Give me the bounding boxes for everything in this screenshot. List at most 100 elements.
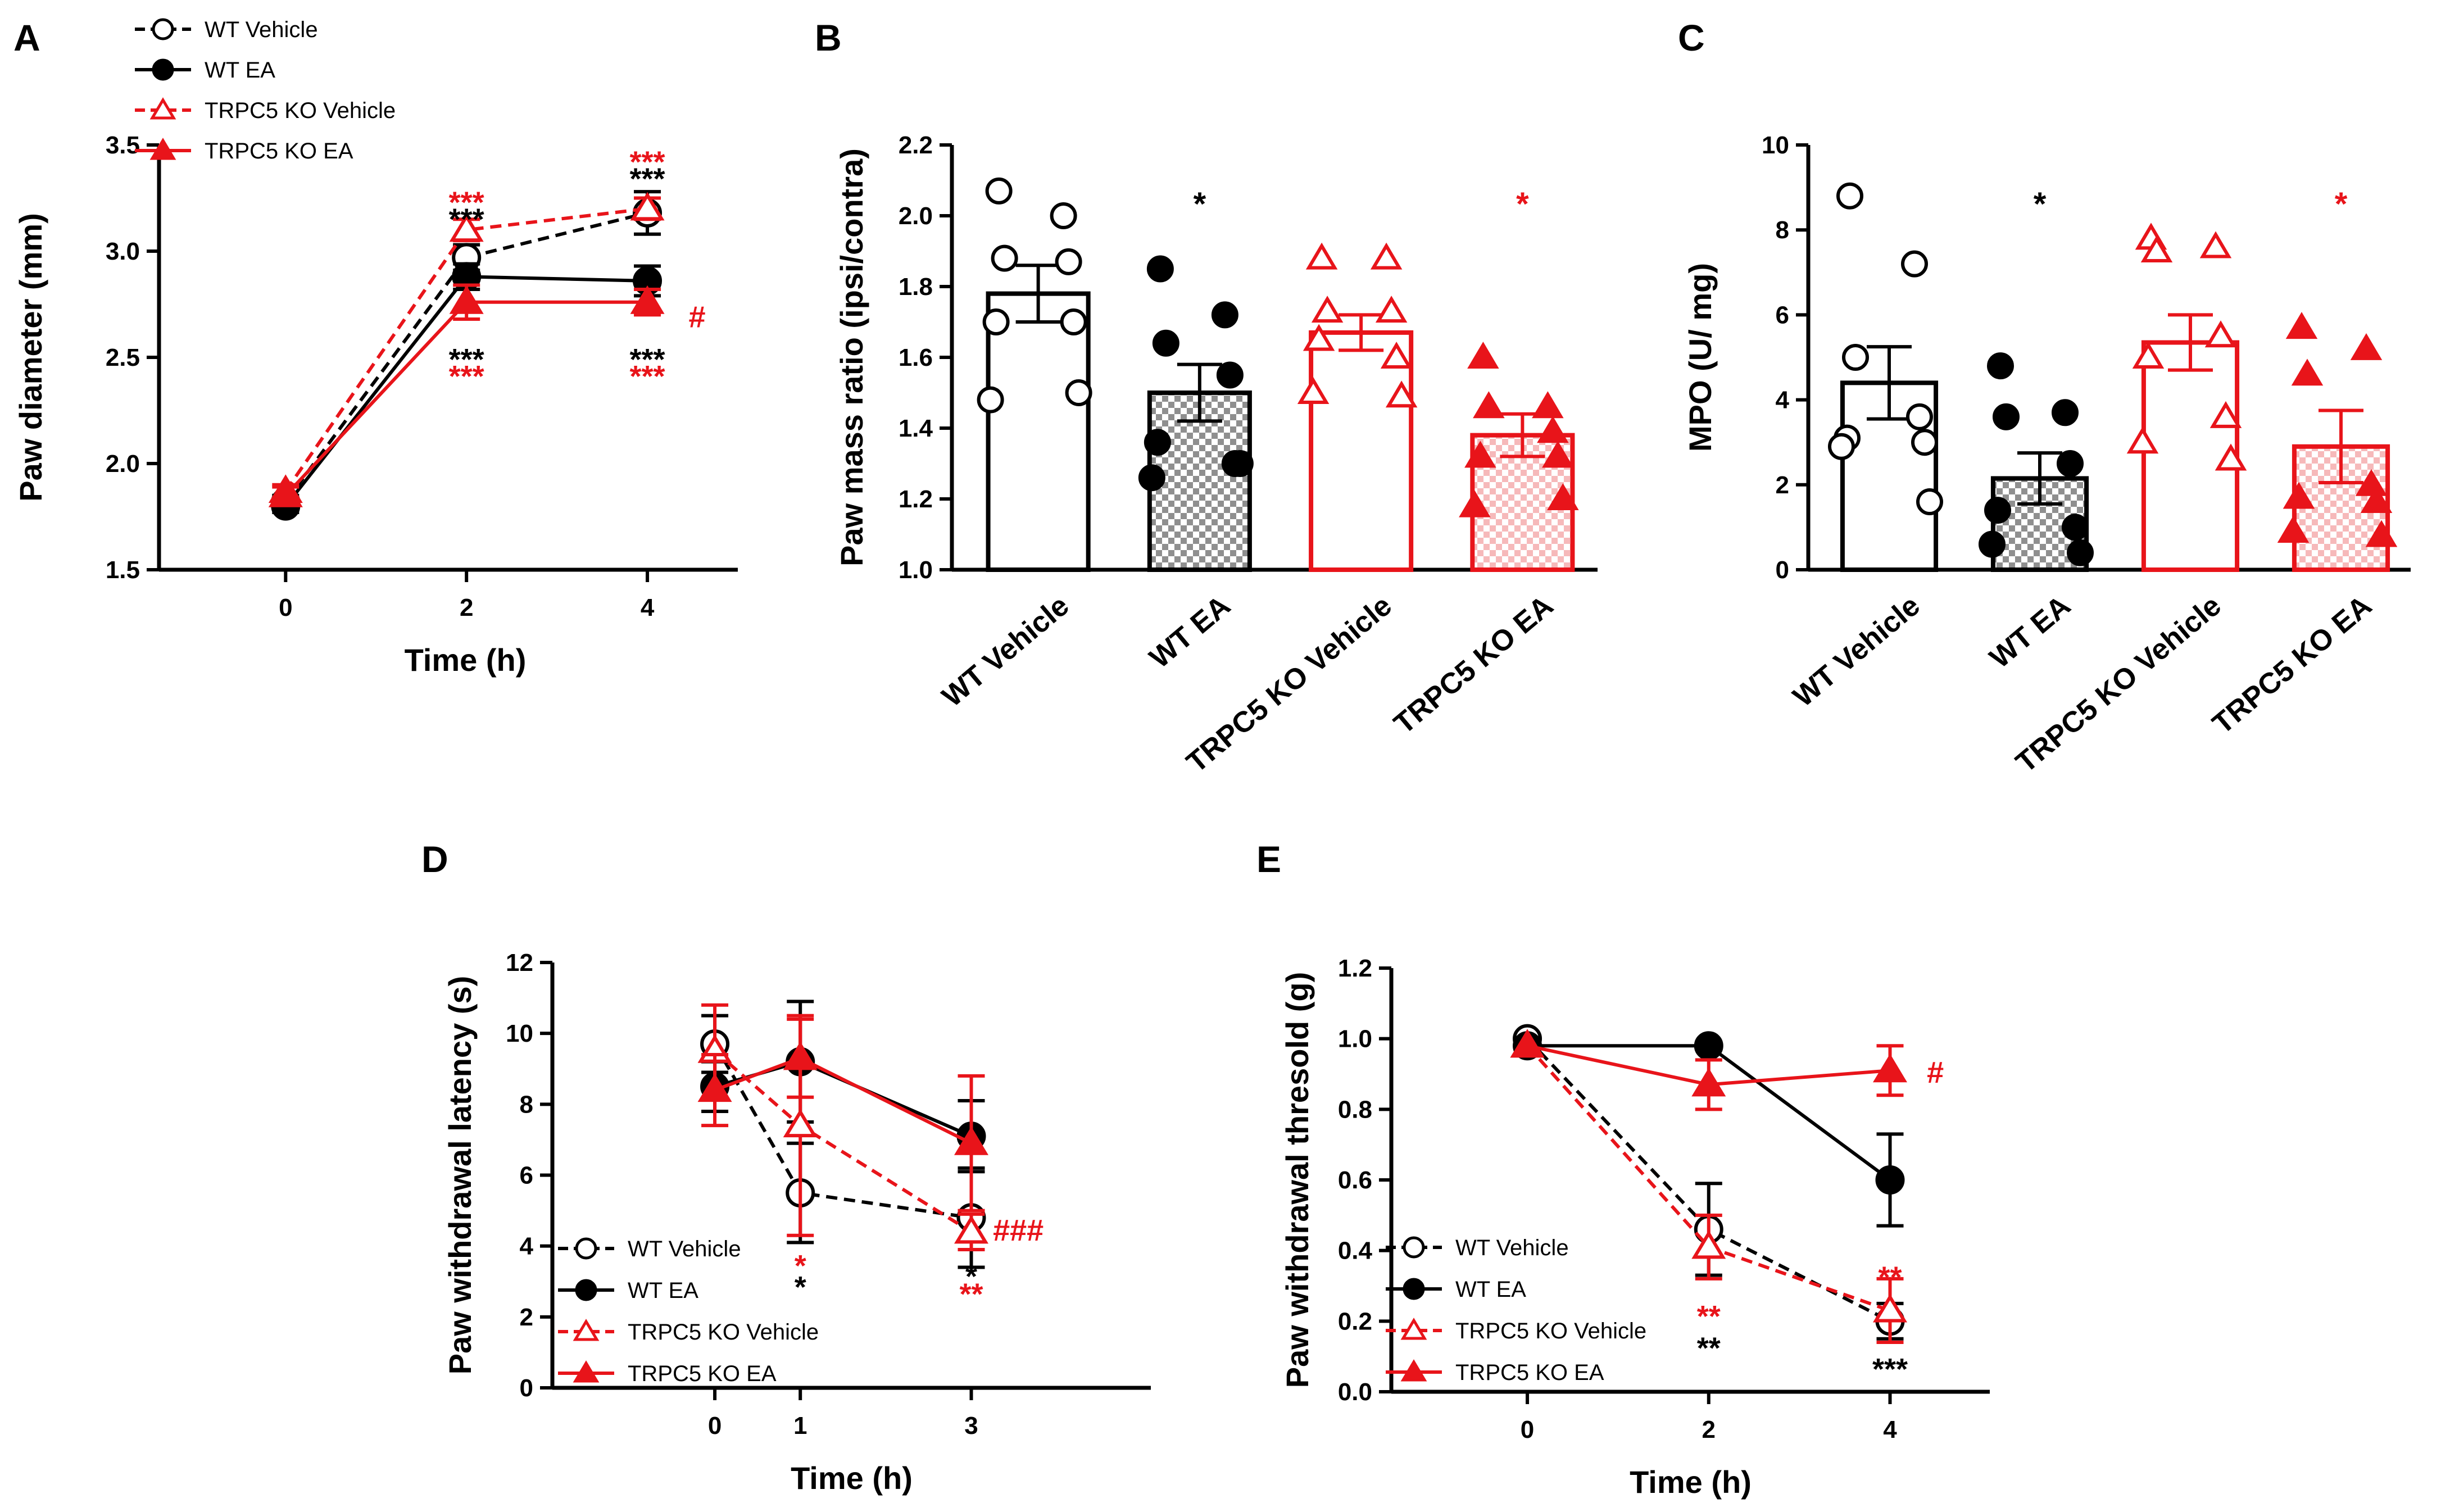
data-point bbox=[697, 1073, 732, 1102]
significance-mark: *** bbox=[630, 162, 665, 196]
data-point bbox=[1375, 296, 1408, 323]
significance-mark: ** bbox=[1697, 1300, 1721, 1333]
data-point bbox=[1146, 255, 1174, 283]
data-point bbox=[1901, 250, 1928, 278]
bar-group-wt-vehicle: WT Vehicle bbox=[936, 177, 1092, 714]
legend-marker bbox=[1403, 1236, 1425, 1259]
significance-mark: *** bbox=[630, 343, 665, 376]
data-point bbox=[268, 478, 303, 507]
y-tick-label: 1.5 bbox=[106, 556, 140, 584]
legend-marker bbox=[152, 58, 174, 81]
data-point bbox=[977, 386, 1004, 414]
y-tick-label: 8 bbox=[520, 1091, 533, 1118]
y-tick-label: 2.5 bbox=[106, 344, 140, 371]
panel-label: B bbox=[815, 17, 842, 58]
legend-marker bbox=[149, 97, 176, 120]
legend-marker bbox=[1400, 1359, 1427, 1382]
y-tick-label: 3.0 bbox=[106, 238, 140, 265]
data-point bbox=[1873, 1293, 1907, 1323]
significance-mark: *** bbox=[449, 185, 484, 219]
data-point bbox=[2052, 399, 2079, 426]
y-tick-label: 2.0 bbox=[106, 450, 140, 478]
data-point bbox=[985, 177, 1013, 205]
data-point bbox=[2215, 443, 2247, 471]
significance-mark: ** bbox=[1697, 1331, 1721, 1365]
data-point bbox=[1055, 248, 1082, 275]
x-tick-label: 3 bbox=[964, 1412, 978, 1440]
series-line bbox=[284, 300, 648, 497]
data-point bbox=[1305, 242, 1338, 270]
data-point bbox=[1694, 1031, 1723, 1061]
x-tick-label: 1 bbox=[793, 1412, 807, 1440]
significance-mark: *** bbox=[449, 203, 484, 237]
data-point bbox=[2277, 516, 2310, 543]
data-point bbox=[2057, 450, 2084, 477]
data-point bbox=[449, 213, 484, 242]
y-tick-label: 0 bbox=[520, 1374, 533, 1402]
legend-marker bbox=[149, 138, 176, 160]
significance-mark: *** bbox=[630, 145, 665, 179]
y-tick-label: 2.2 bbox=[899, 131, 933, 159]
significance-mark: ** bbox=[959, 1278, 983, 1311]
data-point bbox=[1297, 377, 1330, 404]
x-tick-label: 4 bbox=[1883, 1416, 1897, 1443]
category-label: WT Vehicle bbox=[936, 589, 1076, 714]
data-point bbox=[2365, 520, 2398, 547]
y-tick-label: 0.2 bbox=[1338, 1307, 1372, 1335]
y-tick-label: 1.0 bbox=[899, 556, 933, 584]
data-point bbox=[991, 244, 1018, 272]
data-point bbox=[1542, 441, 1574, 468]
data-point bbox=[1979, 530, 2006, 558]
y-tick-label: 1.4 bbox=[899, 415, 933, 442]
y-axis-title: Paw diameter (mm) bbox=[13, 213, 48, 502]
data-point bbox=[2291, 358, 2324, 386]
chart-D: 0 2 4 6 8 10 12 D Paw withdrawal latency (s) 0 1 3 T… bbox=[421, 838, 1151, 1496]
y-tick-label: 1.2 bbox=[1338, 955, 1372, 982]
legend-marker bbox=[573, 1360, 600, 1383]
y-tick-label: 1.8 bbox=[899, 273, 933, 301]
legend: WT Vehicle WT EA TRPC5 KO Vehicle TRPC5 KO … bbox=[558, 1237, 819, 1386]
significance-mark: *** bbox=[1872, 1352, 1908, 1386]
data-point bbox=[1138, 464, 1165, 492]
y-tick-label: 1.2 bbox=[899, 485, 933, 513]
panel-label: D bbox=[421, 838, 448, 880]
data-point bbox=[1547, 483, 1579, 510]
data-point bbox=[1050, 202, 1077, 229]
data-point bbox=[1987, 352, 2014, 380]
data-point bbox=[1537, 416, 1569, 443]
significance-mark: # bbox=[689, 300, 706, 334]
significance-mark: * bbox=[2034, 186, 2047, 223]
data-point bbox=[982, 308, 1010, 335]
chart-C: 0 2 4 6 8 10 C MPO (U/ mg) WT Vehicle * WT EA TRPC5… bbox=[1678, 17, 2411, 779]
data-point bbox=[1060, 308, 1087, 335]
data-point bbox=[2132, 342, 2165, 369]
legend-label: WT EA bbox=[1455, 1277, 1526, 1302]
data-point bbox=[1828, 433, 1855, 460]
bar bbox=[2141, 340, 2240, 572]
x-tick-label: 0 bbox=[1521, 1416, 1534, 1443]
legend-label: WT Vehicle bbox=[205, 17, 318, 42]
x-tick-label: 2 bbox=[1702, 1416, 1716, 1443]
significance-mark: * bbox=[1194, 186, 1206, 223]
y-tick-label: 2.0 bbox=[899, 202, 933, 230]
legend-label: TRPC5 KO EA bbox=[1455, 1360, 1604, 1385]
significance-mark: *** bbox=[449, 360, 484, 393]
legend-marker bbox=[575, 1279, 597, 1301]
data-point bbox=[1906, 403, 1933, 430]
data-point bbox=[2283, 482, 2315, 509]
data-point bbox=[783, 1041, 818, 1070]
data-point bbox=[1385, 380, 1418, 408]
y-tick-label: 2 bbox=[520, 1304, 533, 1331]
series-line bbox=[713, 1043, 972, 1220]
data-point bbox=[449, 285, 484, 314]
data-point bbox=[1984, 497, 2011, 524]
legend-label: WT EA bbox=[628, 1278, 698, 1303]
y-tick-label: 12 bbox=[506, 949, 533, 977]
legend-label: TRPC5 KO EA bbox=[205, 139, 353, 164]
y-axis-title: MPO (U/ mg) bbox=[1682, 263, 1718, 452]
y-tick-label: 4 bbox=[1776, 387, 1790, 414]
y-tick-label: 3.5 bbox=[106, 131, 140, 159]
legend-marker bbox=[1403, 1278, 1425, 1300]
data-point bbox=[1144, 429, 1171, 456]
data-point bbox=[1836, 182, 1863, 210]
